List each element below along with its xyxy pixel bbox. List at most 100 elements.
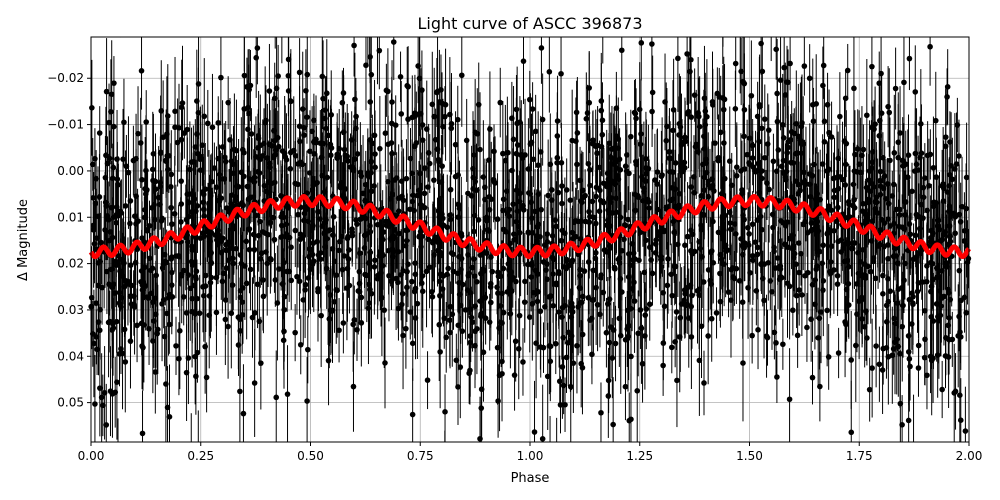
data-point bbox=[202, 343, 208, 350]
data-point bbox=[794, 332, 801, 339]
data-point bbox=[878, 110, 885, 116]
data-point bbox=[762, 154, 768, 161]
data-point bbox=[912, 89, 919, 95]
data-point bbox=[327, 292, 334, 298]
data-point bbox=[732, 221, 738, 227]
data-point bbox=[403, 175, 410, 182]
data-point bbox=[299, 106, 306, 112]
data-point bbox=[701, 133, 707, 140]
data-point bbox=[152, 216, 158, 223]
data-point bbox=[318, 312, 324, 319]
data-point bbox=[901, 79, 907, 86]
data-point bbox=[251, 246, 258, 253]
x-tick-label: 0.50 bbox=[297, 449, 324, 463]
data-point bbox=[622, 163, 629, 169]
data-point bbox=[442, 101, 449, 108]
data-point bbox=[478, 270, 484, 277]
data-point bbox=[639, 360, 646, 367]
data-point bbox=[442, 113, 448, 120]
data-point bbox=[274, 300, 281, 306]
data-point bbox=[381, 307, 388, 313]
data-point bbox=[409, 411, 416, 418]
data-point bbox=[901, 226, 907, 232]
data-point bbox=[90, 195, 97, 201]
data-point bbox=[565, 329, 572, 336]
data-point bbox=[538, 45, 545, 51]
data-point bbox=[368, 188, 375, 195]
data-point bbox=[732, 60, 739, 67]
data-point bbox=[869, 63, 875, 70]
data-point bbox=[963, 174, 970, 181]
data-point bbox=[371, 183, 377, 189]
data-point bbox=[552, 340, 559, 347]
data-point bbox=[601, 180, 607, 187]
data-point bbox=[569, 259, 575, 265]
data-point bbox=[295, 181, 301, 188]
data-point bbox=[149, 265, 156, 272]
data-point bbox=[245, 126, 251, 133]
data-point bbox=[700, 279, 707, 285]
data-point bbox=[344, 153, 350, 160]
data-point bbox=[286, 268, 292, 275]
data-point bbox=[181, 267, 187, 274]
data-point bbox=[514, 120, 520, 127]
data-point bbox=[887, 157, 893, 164]
data-point bbox=[649, 270, 656, 277]
data-point bbox=[604, 301, 611, 307]
data-point bbox=[628, 416, 634, 423]
data-point bbox=[488, 299, 494, 306]
data-point bbox=[733, 164, 740, 170]
data-point bbox=[810, 161, 817, 168]
data-point bbox=[701, 380, 707, 386]
data-point bbox=[550, 271, 556, 277]
data-point bbox=[103, 152, 109, 159]
data-point bbox=[764, 334, 771, 341]
data-point bbox=[873, 343, 879, 349]
data-point bbox=[856, 298, 862, 305]
data-point bbox=[799, 292, 805, 298]
data-point bbox=[241, 149, 247, 156]
data-point bbox=[920, 194, 927, 201]
data-point bbox=[382, 360, 388, 366]
data-point bbox=[288, 98, 294, 105]
data-point bbox=[443, 334, 450, 341]
data-point bbox=[127, 262, 134, 268]
y-tick-label: 0.04 bbox=[57, 349, 84, 363]
data-point bbox=[100, 402, 106, 409]
data-point bbox=[752, 239, 759, 245]
data-point bbox=[556, 378, 563, 385]
data-point bbox=[417, 170, 423, 177]
data-point bbox=[710, 102, 716, 108]
data-point bbox=[491, 179, 498, 185]
data-point bbox=[539, 116, 546, 123]
data-point bbox=[520, 359, 526, 365]
data-point bbox=[412, 271, 419, 278]
data-point bbox=[692, 143, 699, 150]
data-point bbox=[820, 82, 826, 89]
data-point bbox=[909, 188, 915, 195]
data-point bbox=[892, 85, 899, 92]
data-point bbox=[952, 214, 959, 220]
data-point bbox=[682, 242, 688, 249]
data-point bbox=[802, 218, 808, 225]
data-point bbox=[400, 332, 406, 339]
data-point bbox=[759, 68, 766, 75]
data-point bbox=[219, 278, 226, 285]
data-point bbox=[880, 345, 887, 352]
data-point bbox=[876, 133, 883, 139]
data-point bbox=[92, 401, 98, 407]
data-point bbox=[717, 129, 724, 136]
data-point bbox=[361, 232, 368, 239]
data-point bbox=[617, 167, 624, 173]
data-point bbox=[933, 200, 940, 206]
data-point bbox=[160, 134, 166, 141]
data-point bbox=[419, 288, 426, 295]
data-point bbox=[538, 206, 545, 213]
data-point bbox=[915, 365, 922, 371]
data-point bbox=[367, 99, 374, 105]
data-point bbox=[225, 323, 231, 330]
data-point bbox=[158, 218, 165, 224]
data-point bbox=[835, 155, 841, 162]
x-tick-label: 0.75 bbox=[407, 449, 434, 463]
data-point bbox=[905, 417, 912, 424]
